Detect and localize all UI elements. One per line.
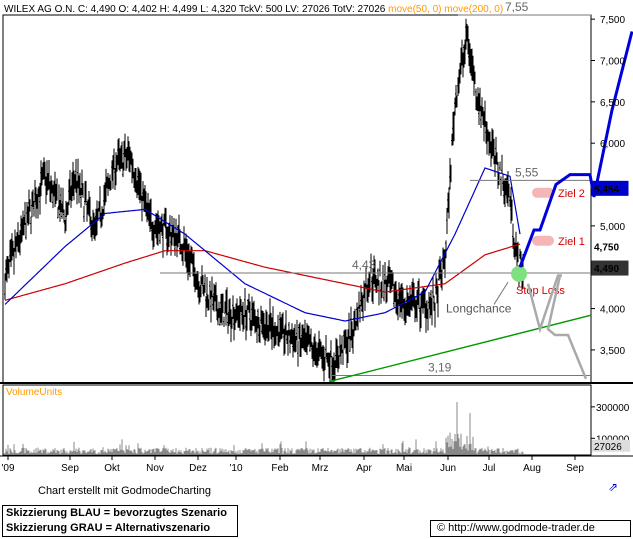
- x-tick-label: '09: [1, 463, 14, 474]
- longchance-label: Longchance: [446, 302, 512, 316]
- legend-grey: Skizzierung GRAU = Alternativszenario: [6, 522, 211, 534]
- grey-scenario-2: [546, 275, 588, 380]
- x-tick-label: Jul: [483, 463, 496, 474]
- target-oval: [532, 187, 554, 198]
- price-tag-label: 5,454: [594, 184, 619, 195]
- x-tick-label: Nov: [146, 463, 164, 474]
- stop-marker: [511, 265, 527, 282]
- x-tick-label: Jun: [440, 463, 456, 474]
- legend-blue: Skizzierung BLAU = bevorzugtes Szenario: [6, 507, 227, 519]
- level-label: 7,55: [505, 0, 529, 14]
- price-tag-label: 4,750: [594, 243, 619, 254]
- x-tick-label: Okt: [104, 463, 120, 474]
- x-tick-label: '10: [229, 463, 242, 474]
- volume-last-label: 27026: [594, 442, 622, 453]
- x-tick-label: Sep: [566, 463, 584, 474]
- ma200-line: [4, 243, 521, 301]
- level-label: 3,19: [428, 361, 452, 375]
- price-tag-label: 4,490: [594, 264, 619, 275]
- x-tick-label: Mai: [396, 463, 412, 474]
- scroll-icon: ⇗: [608, 480, 618, 494]
- x-tick-label: Dez: [189, 463, 207, 474]
- y-tick-label: 7,000: [600, 56, 625, 67]
- y-tick-label: 4,000: [600, 305, 625, 316]
- level-label: 4,43: [352, 258, 376, 272]
- y-tick-label: 7,500: [600, 15, 625, 26]
- level-label: 5,55: [515, 165, 539, 179]
- time-axis: '09 Sep Okt Nov Dez '10 Feb Mrz Apr Mai Jun Jul Aug S…: [1, 456, 584, 474]
- price-series: [4, 18, 524, 383]
- source-link[interactable]: © http://www.godmode-trader.de: [430, 520, 631, 537]
- price-tag: [591, 239, 629, 255]
- volume-series: 30000010000027026: [4, 402, 630, 454]
- x-tick-label: Sep: [61, 463, 79, 474]
- volume-panel-frame: [2, 384, 592, 456]
- blue-scenario: [518, 31, 633, 268]
- price-axis: 7,5007,0006,5006,0005,5005,0004,5004,000…: [591, 15, 629, 357]
- y-tick-label: 6,000: [600, 139, 625, 150]
- target-label: Ziel 2: [558, 188, 585, 200]
- longchance-arrow: [493, 281, 509, 305]
- x-tick-label: Apr: [356, 463, 372, 474]
- x-tick-label: Feb: [271, 463, 289, 474]
- volume-tick-label: 300000: [596, 403, 630, 414]
- target-oval: [532, 235, 554, 246]
- header-text: WILEX AG O.N. C: 4,490 O: 4,402 H: 4,499…: [4, 4, 386, 15]
- y-tick-label: 5,000: [600, 222, 625, 233]
- volume-label: VolumeUnits: [6, 387, 62, 398]
- chart-header: WILEX AG O.N. C: 4,490 O: 4,402 H: 4,499…: [4, 4, 503, 15]
- trend-line: [329, 314, 592, 383]
- chart-credit: Chart erstellt mit GodmodeCharting: [38, 485, 212, 497]
- y-tick-label: 6,500: [600, 98, 625, 109]
- ma50-line: [4, 167, 521, 322]
- header-ma-text: move(50, 0) move(200, 0): [388, 4, 503, 15]
- grey-scenario: [526, 274, 562, 334]
- y-tick-label: 3,500: [600, 346, 625, 357]
- price-tag: [591, 180, 629, 196]
- target-label: Ziel 1: [558, 236, 585, 248]
- scenario-legend: Skizzierung BLAU = bevorzugtes Szenario …: [2, 505, 238, 537]
- price-tag: [591, 260, 629, 276]
- volume-last-tag: [592, 439, 630, 452]
- x-tick-label: Mrz: [312, 463, 329, 474]
- x-tick-label: Aug: [523, 463, 541, 474]
